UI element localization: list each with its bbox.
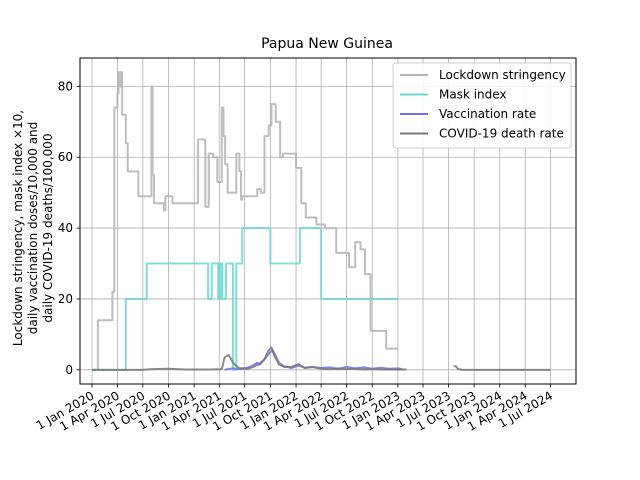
series-line-covid-19-death-rate <box>92 346 407 371</box>
y-tick-label: 60 <box>58 150 73 164</box>
grid <box>80 58 576 384</box>
y-axis-label-line-2: daily vaccination doses/10,000 and <box>26 122 40 335</box>
legend-label: Lockdown stringency <box>439 68 566 82</box>
plot-frame <box>79 57 577 385</box>
series-line-covid-19-death-rate <box>453 365 551 371</box>
chart-title: Papua New Guinea <box>261 36 393 52</box>
y-axis-ticks: 0 20 40 60 80 <box>58 79 80 377</box>
y-axis-label: Lockdown stringency, mask index ×10, dai… <box>11 110 55 346</box>
series-layer <box>92 71 551 371</box>
legend-label: Mask index <box>439 88 507 102</box>
y-axis-label-line-3: daily COVID-19 deaths/100,000 <box>41 133 55 322</box>
series-line-lockdown-stringency <box>92 71 398 371</box>
y-tick-label: 80 <box>58 79 73 93</box>
legend-label: Vaccination rate <box>439 107 536 121</box>
legend-label: COVID-19 death rate <box>439 127 564 141</box>
y-tick-label: 20 <box>58 292 73 306</box>
legend: Lockdown stringency Mask index Vaccination… <box>392 62 572 149</box>
series-line-mask-index <box>92 227 398 371</box>
legend-box <box>392 62 572 149</box>
y-tick-label: 0 <box>65 363 73 377</box>
y-axis-label-line-1: Lockdown stringency, mask index ×10, <box>11 110 25 346</box>
y-tick-label: 40 <box>58 221 73 235</box>
